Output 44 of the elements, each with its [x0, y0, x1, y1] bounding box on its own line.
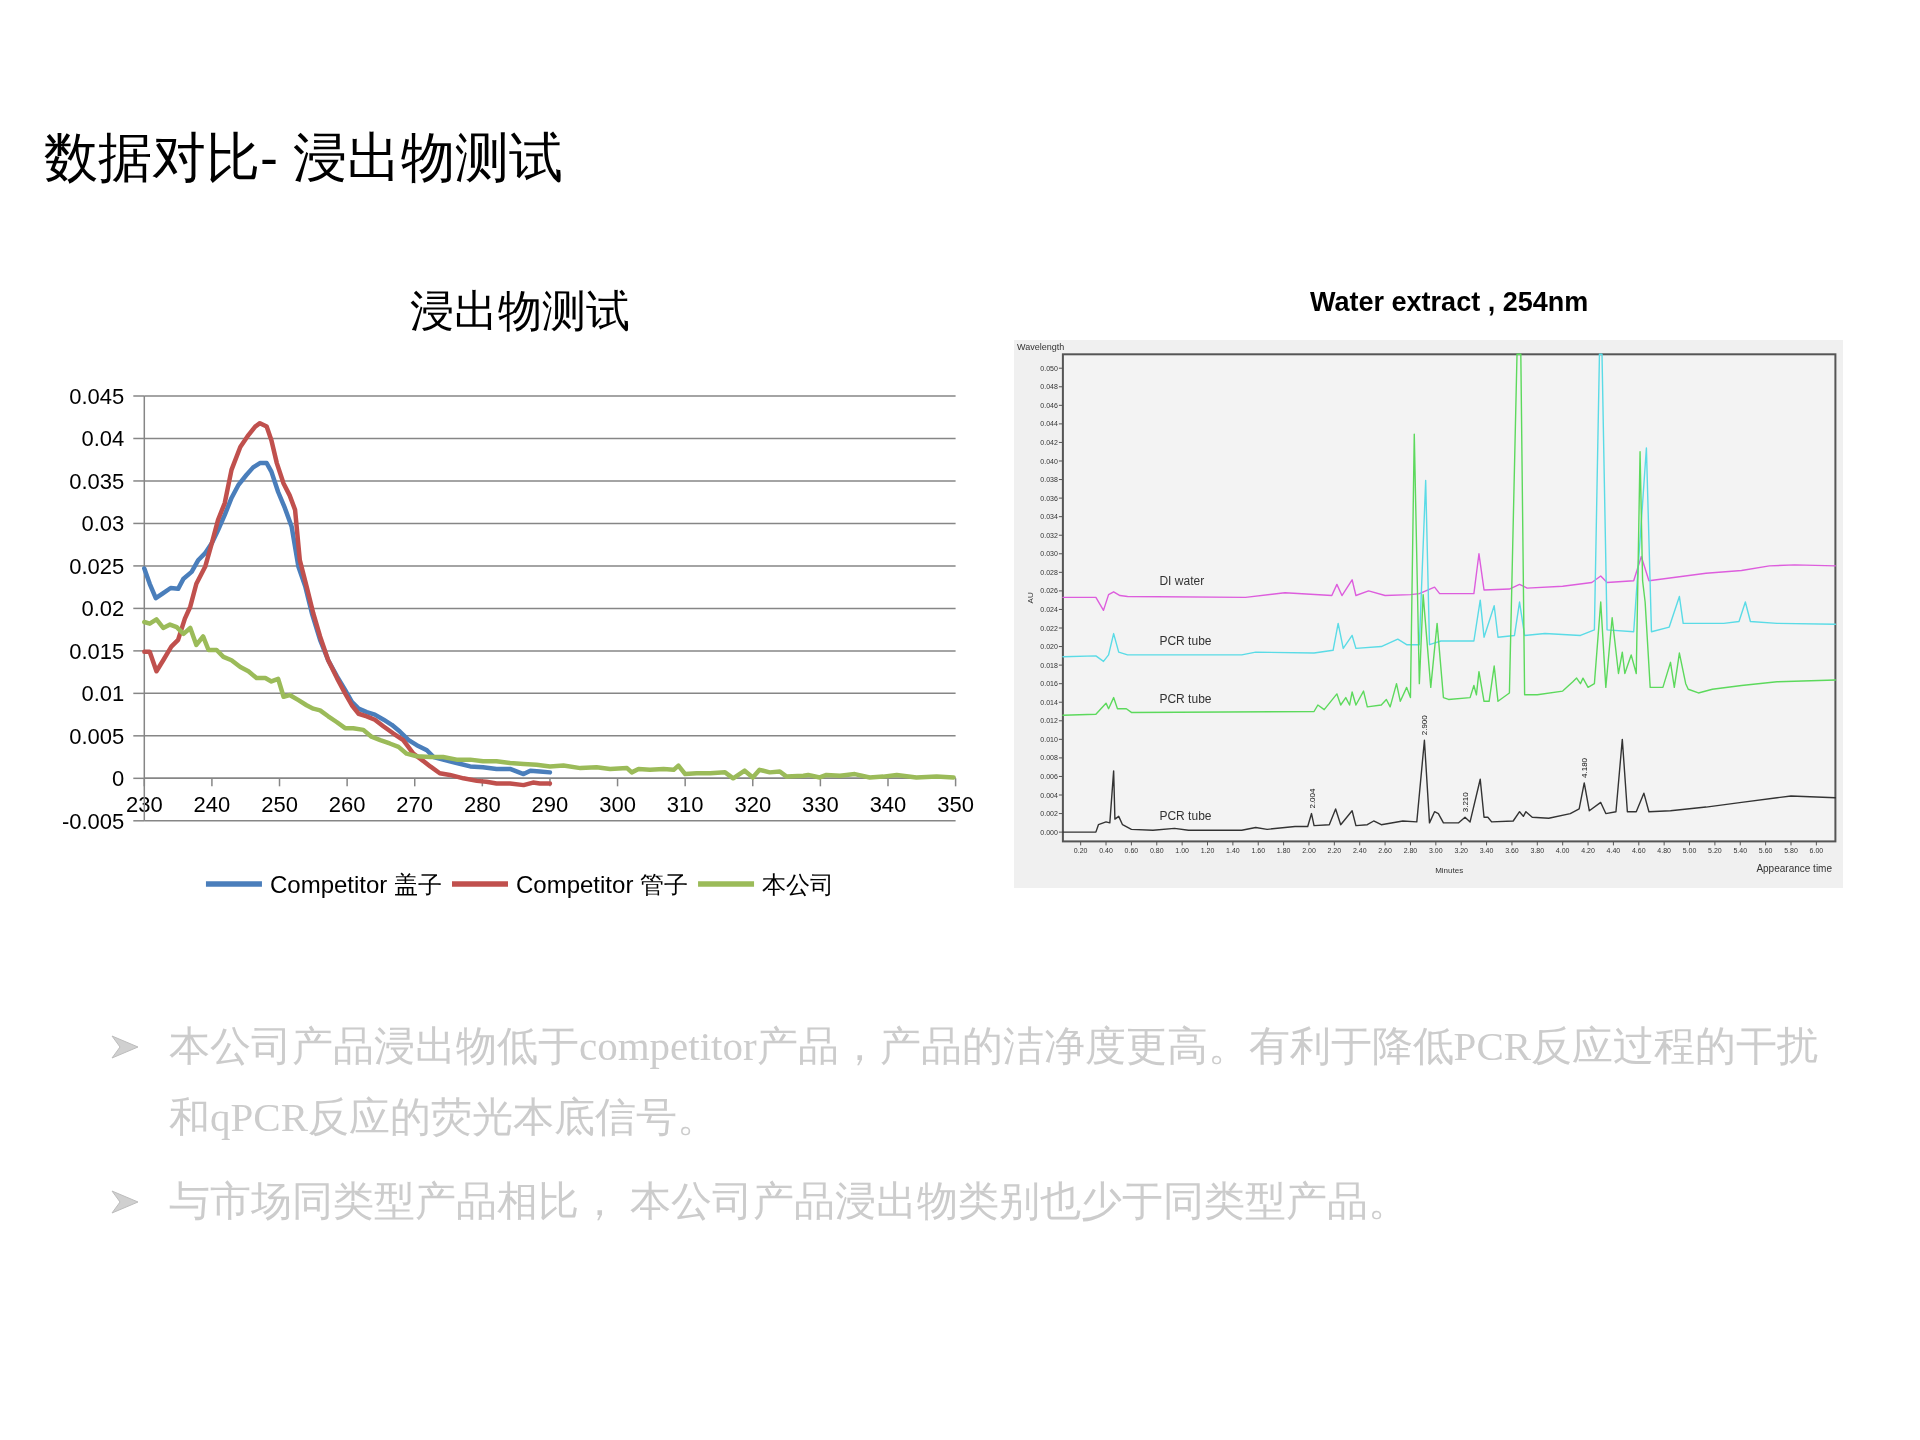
- annotation: 2.900: [1420, 714, 1430, 736]
- series-label: PCR tube: [1159, 692, 1212, 707]
- y-tick-label: 0.03: [81, 511, 125, 537]
- y-tick-label: 0.025: [69, 553, 125, 579]
- x-tick-label: 240: [193, 792, 231, 818]
- x-tick-label: 290: [531, 792, 569, 818]
- y-tick-label: 0.04: [81, 426, 125, 452]
- x-tick-label: 260: [328, 792, 366, 818]
- y-tick-label: 0.01: [81, 681, 125, 707]
- annotation: 3.210: [1461, 791, 1471, 813]
- x-tick-label: 310: [666, 792, 704, 818]
- x-tick-label: 250: [261, 792, 298, 818]
- text: 数据对比- 浸出物测试: [44, 126, 563, 189]
- text: Wavelength: [1017, 342, 1065, 352]
- legend-label: Competitor 管子: [516, 870, 689, 898]
- x-tick-label: 320: [734, 792, 772, 818]
- x-tick-label: 230: [125, 792, 163, 818]
- y-tick-label: 0.045: [69, 383, 125, 409]
- annotation: 4.180: [1580, 757, 1590, 778]
- x-tick-label: 300: [599, 792, 636, 818]
- line-series: [1062, 553, 1837, 612]
- x-tick-label: 270: [396, 792, 434, 818]
- y-tick-label: 0.035: [69, 468, 125, 494]
- legend-label: 本公司: [762, 870, 835, 898]
- x-tick-label: 330: [802, 792, 839, 818]
- y-tick-label: 0.005: [69, 723, 125, 749]
- y-tick-label: 0.02: [81, 596, 125, 622]
- annotation: 2.004: [1307, 788, 1317, 809]
- x-tick-label: 280: [463, 792, 501, 818]
- line-series: [1062, 738, 1837, 833]
- chart-title: Water extract , 254nm: [1310, 287, 1589, 317]
- series-label: PCR tube: [1159, 809, 1212, 824]
- legend-label: Competitor 盖子: [269, 870, 442, 898]
- x-axis-title: Minutes: [1435, 866, 1464, 876]
- y-tick-label: 0.015: [69, 638, 125, 664]
- x-tick-label: 350: [937, 792, 974, 818]
- y-tick-label: 0: [112, 766, 125, 792]
- y-tick-label: -0.005: [61, 808, 125, 834]
- x-tick-label: 340: [869, 792, 907, 818]
- chart-title: 浸出物测试: [410, 287, 630, 336]
- y-axis-title: AU: [1025, 592, 1035, 604]
- text: Appearance time: [1756, 863, 1833, 874]
- series-label: PCR tube: [1159, 633, 1212, 648]
- series-label: DI water: [1159, 574, 1205, 589]
